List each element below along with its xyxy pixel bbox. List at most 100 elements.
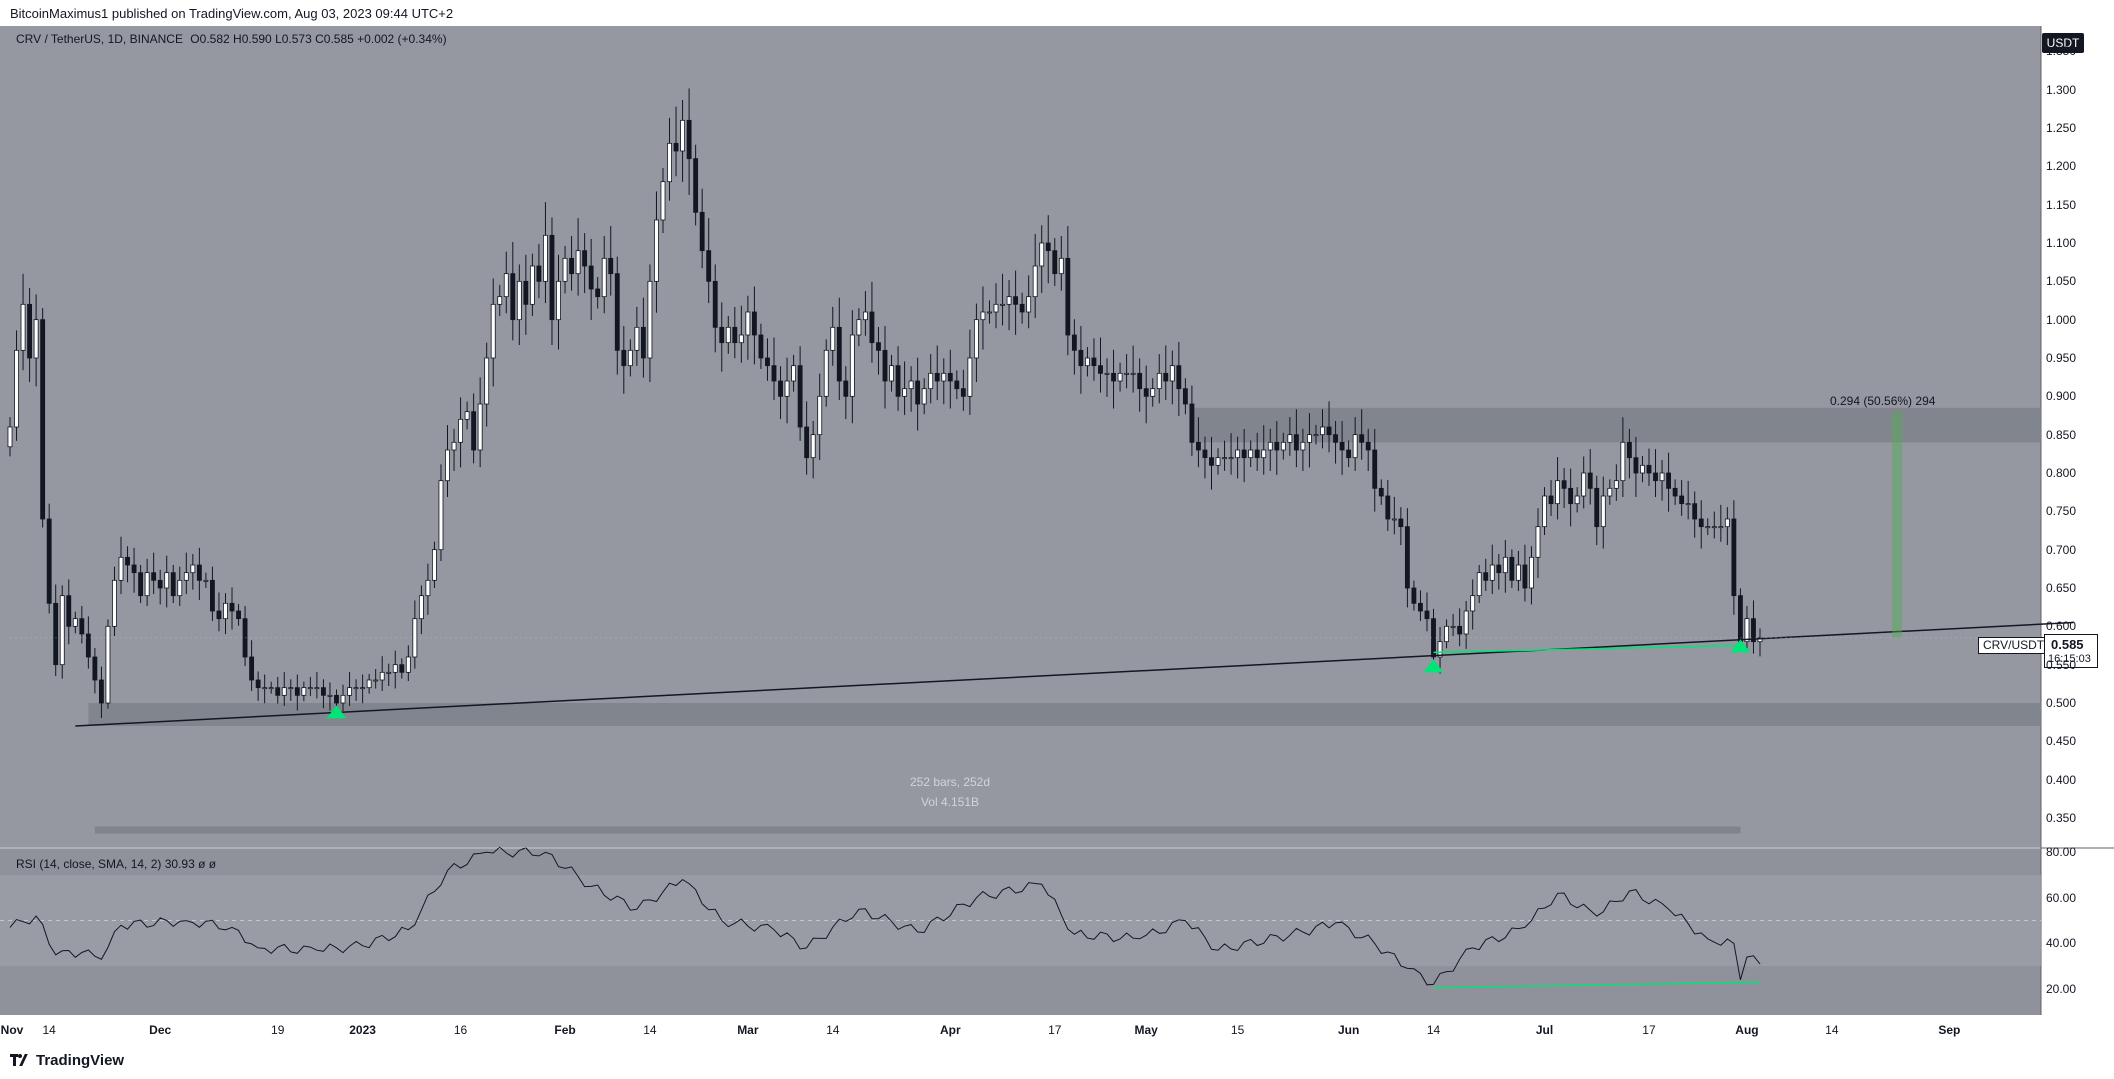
- candle-down: [399, 664, 405, 673]
- candle-down: [321, 687, 326, 696]
- candle-up: [1600, 495, 1606, 528]
- candle-up: [490, 303, 496, 359]
- candle-up: [1705, 526, 1711, 529]
- tradingview-logo[interactable]: TradingView: [10, 1052, 124, 1069]
- candle-up: [928, 372, 934, 390]
- price-axis-tick: 0.750: [2046, 504, 2077, 519]
- candle-up: [1535, 526, 1541, 558]
- candle-up: [1320, 426, 1325, 436]
- candle-down: [1293, 434, 1299, 451]
- last-price-value: 0.585: [2051, 637, 2084, 652]
- candle-up: [1613, 480, 1619, 489]
- time-axis-tick: Dec: [149, 1023, 172, 1037]
- measure-label: 0.294 (50.56%) 294: [1830, 394, 1936, 408]
- candle-down: [549, 234, 555, 321]
- candle-up: [810, 434, 816, 459]
- time-axis-tick: 16: [453, 1023, 468, 1037]
- candle-down: [1418, 602, 1423, 612]
- candle-down: [673, 142, 679, 152]
- candle-up: [112, 579, 117, 627]
- candle-up: [1032, 265, 1038, 298]
- candle-down: [640, 326, 646, 359]
- candle-down: [1561, 480, 1567, 489]
- rsi-divergence-line: [1433, 981, 1761, 989]
- candle-down: [236, 610, 241, 620]
- candle-down: [732, 326, 738, 344]
- candle-down: [719, 326, 725, 344]
- price-axis-tick: 1.150: [2046, 197, 2077, 212]
- candle-down: [1078, 349, 1084, 367]
- currency-badge[interactable]: USDT: [2042, 33, 2084, 53]
- rsi-legend-label[interactable]: RSI (14, close, SMA, 14, 2): [16, 857, 162, 871]
- candle-down: [882, 349, 888, 382]
- candle-up: [288, 687, 294, 690]
- candle-up: [1574, 495, 1580, 505]
- time-axis-tick: 17: [1048, 1023, 1062, 1037]
- symbol-title[interactable]: CRV / TetherUS, 1D, BINANCE: [16, 32, 183, 46]
- candle-down: [869, 311, 875, 344]
- price-axis-tick: 0.700: [2046, 542, 2077, 557]
- ohlc-open-value: 0.582: [199, 32, 230, 46]
- candle-up: [543, 234, 548, 282]
- candle-up: [575, 250, 581, 275]
- candle-down: [1052, 250, 1058, 275]
- candle-up: [556, 280, 561, 321]
- candle-down: [895, 365, 901, 397]
- candle-up: [973, 319, 979, 359]
- candle-down: [1672, 487, 1678, 497]
- candle-up: [856, 319, 862, 336]
- candle-up: [1150, 388, 1156, 397]
- candle-up: [529, 265, 535, 305]
- price-axis-tick: 1.350: [2046, 44, 2077, 59]
- candle-down: [79, 618, 85, 635]
- candle-down: [1196, 441, 1201, 451]
- tradingview-logo-icon: [10, 1053, 30, 1068]
- candle-down: [1326, 426, 1332, 436]
- candle-up: [20, 303, 26, 351]
- candle-down: [1241, 449, 1247, 459]
- candle-down: [1633, 457, 1639, 474]
- price-axis-tick: 1.000: [2046, 312, 2077, 327]
- candle-up: [144, 572, 150, 597]
- candle-up: [849, 334, 855, 397]
- candle-down: [1359, 434, 1365, 443]
- candle-down: [588, 265, 594, 290]
- candle-up: [921, 388, 927, 405]
- candle-up: [1542, 495, 1547, 528]
- candle-up: [327, 694, 333, 697]
- publisher-header: BitcoinMaximus1 published on TradingView…: [0, 0, 2114, 26]
- candle-down: [1378, 487, 1384, 497]
- candle-up: [1555, 480, 1560, 505]
- candle-up: [451, 441, 457, 451]
- date-range-volume: Vol 4.151B: [920, 795, 980, 809]
- candle-up: [418, 595, 424, 620]
- candle-down: [125, 556, 130, 566]
- candle-up: [412, 618, 418, 658]
- candle-up: [902, 388, 908, 397]
- measure-range-bar: [1892, 412, 1903, 638]
- candle-up: [1261, 449, 1267, 459]
- candle-up: [425, 579, 431, 597]
- chart-canvas[interactable]: [0, 26, 2114, 1043]
- candle-down: [53, 602, 59, 666]
- time-axis-tick: 14: [42, 1023, 56, 1037]
- candle-down: [242, 618, 248, 658]
- candle-up: [373, 679, 379, 682]
- candle-up: [1280, 441, 1286, 451]
- chart-area[interactable]: CRV / TetherUS, 1D, BINANCE O0.582 H0.59…: [0, 26, 2114, 1043]
- candle-down: [1698, 518, 1704, 528]
- candle-up: [647, 280, 653, 359]
- candle-up: [1581, 472, 1587, 497]
- rsi-axis-tick: 40.00: [2046, 936, 2077, 951]
- candle-down: [334, 694, 339, 704]
- candle-down: [1594, 487, 1600, 528]
- publisher-text: BitcoinMaximus1 published on TradingView…: [10, 6, 454, 21]
- candle-up: [1489, 564, 1495, 581]
- resistance-zone: [1191, 407, 2041, 443]
- candle-up: [1130, 372, 1136, 375]
- candle-up: [1476, 572, 1482, 597]
- candle-up: [72, 618, 78, 627]
- price-axis-tick: 1.200: [2046, 159, 2077, 174]
- candle-up: [445, 449, 450, 482]
- candle-down: [1045, 242, 1051, 252]
